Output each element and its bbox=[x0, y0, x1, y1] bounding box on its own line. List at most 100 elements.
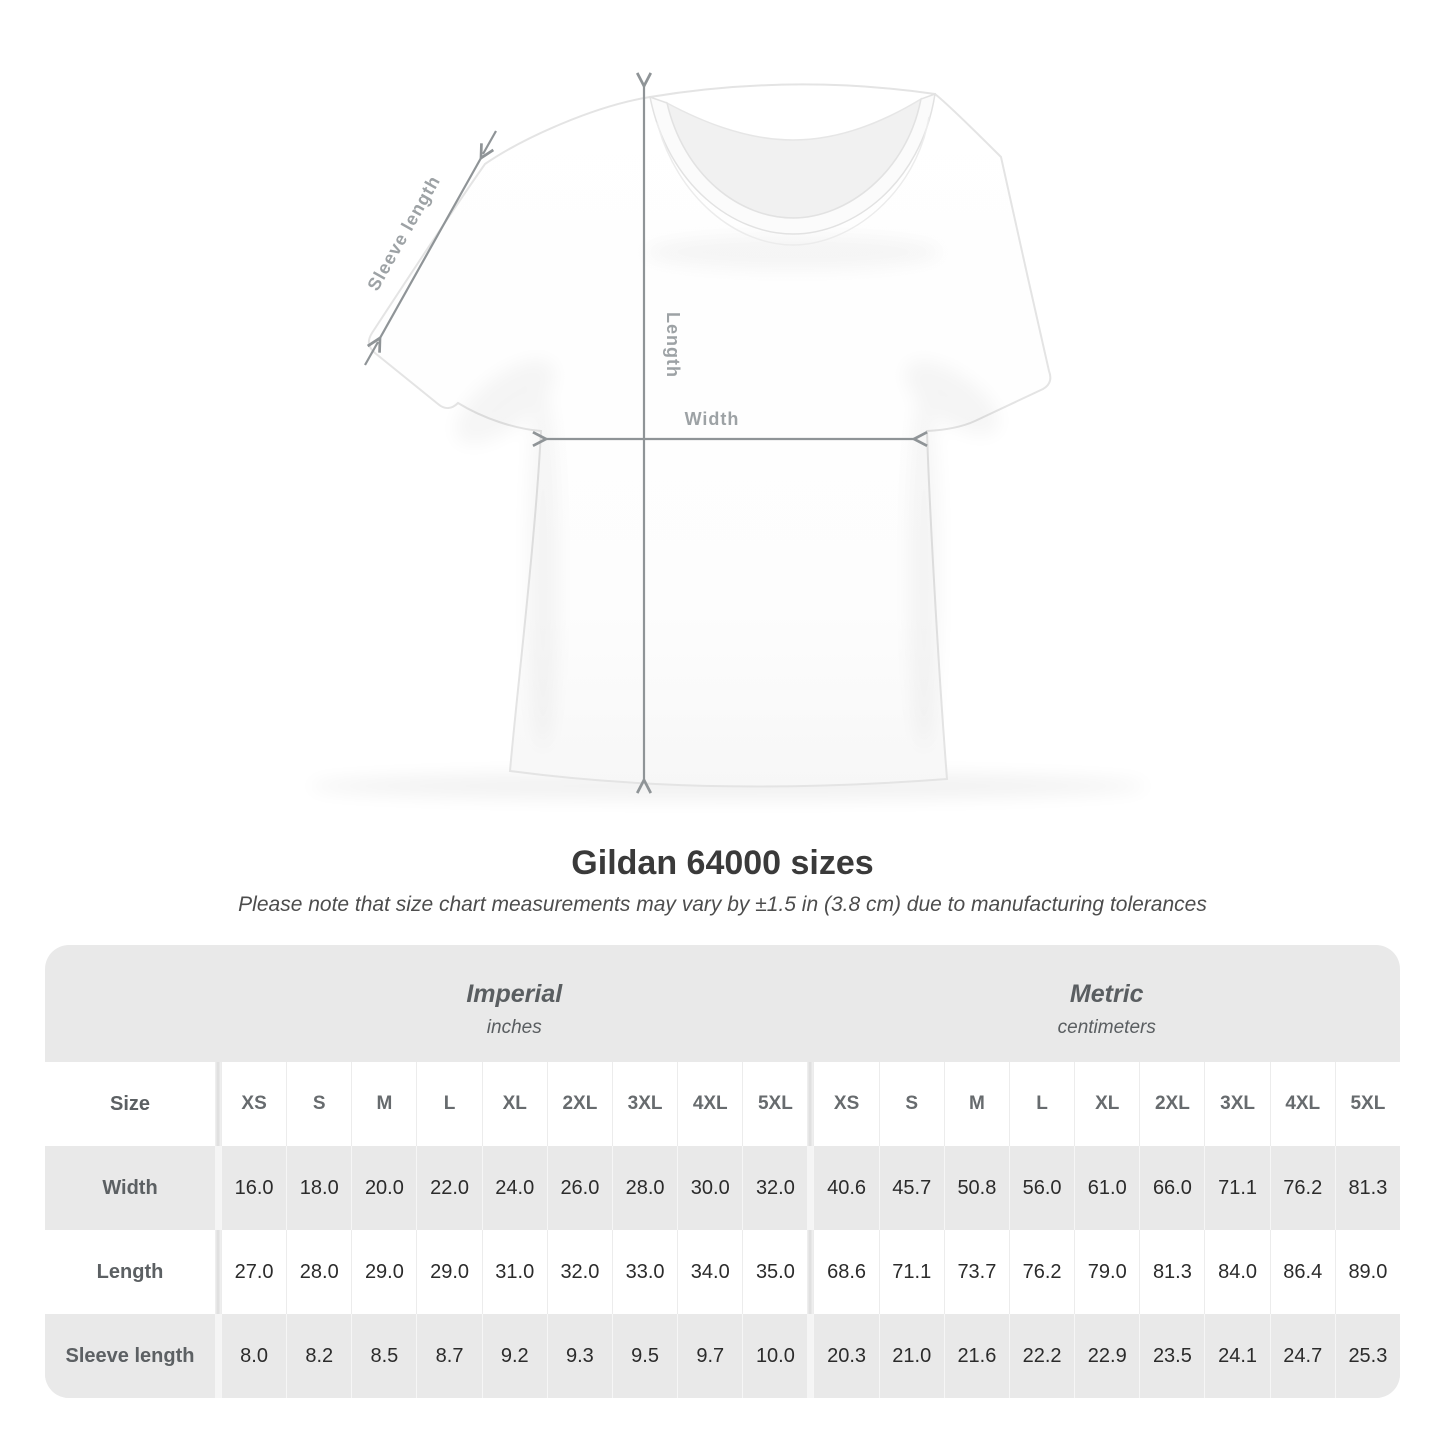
measure-cell: 22.2 bbox=[1008, 1314, 1074, 1398]
measure-cell: 34.0 bbox=[677, 1230, 742, 1314]
size-col-header: XL bbox=[1074, 1062, 1139, 1146]
measure-cell: 73.7 bbox=[943, 1230, 1009, 1314]
measure-cell: 79.0 bbox=[1074, 1230, 1139, 1314]
measure-cell: 8.2 bbox=[286, 1314, 351, 1398]
unit-header-metric: Metric centimeters bbox=[814, 945, 1401, 1068]
measure-cell: 29.0 bbox=[351, 1230, 416, 1314]
measure-cell: 33.0 bbox=[611, 1230, 677, 1314]
measure-cell: 32.0 bbox=[546, 1230, 612, 1314]
measure-cell: 22.9 bbox=[1074, 1314, 1139, 1398]
size-table: Imperial inches Metric centimeters Size … bbox=[45, 945, 1400, 1398]
measure-cell: 8.0 bbox=[221, 1314, 286, 1398]
measure-cell: 21.0 bbox=[878, 1314, 944, 1398]
unit-header-imperial: Imperial inches bbox=[221, 945, 808, 1068]
size-col-header: 3XL bbox=[1204, 1062, 1269, 1146]
measure-cell: 20.0 bbox=[351, 1146, 416, 1230]
measure-cell: 28.0 bbox=[286, 1230, 351, 1314]
size-col-header: S bbox=[286, 1062, 351, 1146]
column-divider bbox=[807, 1314, 814, 1398]
measure-cell: 8.7 bbox=[416, 1314, 481, 1398]
imperial-title: Imperial bbox=[466, 980, 563, 1008]
measure-cell: 76.2 bbox=[1008, 1230, 1074, 1314]
measure-cell: 27.0 bbox=[221, 1230, 286, 1314]
row-label: Sleeve length bbox=[65, 1344, 195, 1367]
length-label: Length bbox=[663, 312, 683, 378]
measure-cell: 8.5 bbox=[351, 1314, 416, 1398]
table-row-width: Width 16.0 18.0 20.0 22.0 24.0 26.0 28.0… bbox=[45, 1146, 1400, 1230]
column-divider bbox=[215, 1062, 221, 1146]
imperial-unit: inches bbox=[486, 1017, 542, 1038]
size-col-header: 4XL bbox=[1269, 1062, 1335, 1146]
size-col-header: XS bbox=[221, 1062, 286, 1146]
measure-cell: 31.0 bbox=[481, 1230, 547, 1314]
measure-cell: 23.5 bbox=[1139, 1314, 1204, 1398]
size-col-header: XS bbox=[813, 1062, 878, 1146]
measure-cell: 24.0 bbox=[481, 1146, 547, 1230]
sleeve-length-arrow bbox=[364, 130, 497, 366]
measure-cell: 21.6 bbox=[943, 1314, 1009, 1398]
measure-cell: 86.4 bbox=[1269, 1230, 1335, 1314]
measure-cell: 9.2 bbox=[481, 1314, 547, 1398]
measure-cell: 24.1 bbox=[1204, 1314, 1269, 1398]
width-label: Width bbox=[685, 409, 740, 429]
tshirt-measurement-diagram: Sleeve length Length Width bbox=[308, 72, 1148, 800]
measure-cell: 50.8 bbox=[943, 1146, 1009, 1230]
measure-cell: 71.1 bbox=[1204, 1146, 1269, 1230]
table-corner bbox=[45, 945, 215, 1062]
size-header-label: Size bbox=[109, 1092, 151, 1115]
collar bbox=[649, 92, 936, 246]
measure-cell: 68.6 bbox=[813, 1230, 878, 1314]
size-col-header: 2XL bbox=[1139, 1062, 1204, 1146]
unit-header-row: Imperial inches Metric centimeters bbox=[45, 945, 1400, 1062]
measure-cell: 16.0 bbox=[221, 1146, 286, 1230]
size-col-header: 5XL bbox=[742, 1062, 807, 1146]
size-col-header: M bbox=[351, 1062, 416, 1146]
measure-cell: 84.0 bbox=[1204, 1230, 1269, 1314]
size-col-header: L bbox=[416, 1062, 481, 1146]
size-col-header: L bbox=[1008, 1062, 1074, 1146]
measure-cell: 45.7 bbox=[878, 1146, 944, 1230]
measure-cell: 20.3 bbox=[813, 1314, 878, 1398]
size-col-header: 2XL bbox=[546, 1062, 612, 1146]
measure-cell: 22.0 bbox=[416, 1146, 481, 1230]
size-col-header: M bbox=[943, 1062, 1009, 1146]
column-divider bbox=[807, 1230, 814, 1314]
measure-cell: 24.7 bbox=[1269, 1314, 1335, 1398]
measure-cell: 25.3 bbox=[1334, 1314, 1400, 1398]
metric-title: Metric bbox=[1069, 980, 1144, 1008]
measure-cell: 32.0 bbox=[742, 1146, 807, 1230]
measure-cell: 81.3 bbox=[1139, 1230, 1204, 1314]
measure-cell: 81.3 bbox=[1334, 1146, 1400, 1230]
measure-cell: 56.0 bbox=[1008, 1146, 1074, 1230]
column-divider bbox=[215, 1314, 221, 1398]
measure-cell: 10.0 bbox=[742, 1314, 807, 1398]
measure-cell: 61.0 bbox=[1074, 1146, 1139, 1230]
measure-cell: 35.0 bbox=[742, 1230, 807, 1314]
size-col-header: S bbox=[878, 1062, 944, 1146]
column-divider bbox=[215, 1146, 221, 1230]
size-col-header: 3XL bbox=[611, 1062, 677, 1146]
measure-cell: 18.0 bbox=[286, 1146, 351, 1230]
row-label: Width bbox=[102, 1176, 158, 1199]
size-col-header: 4XL bbox=[677, 1062, 742, 1146]
size-header-row: Size XS S M L XL 2XL 3XL 4XL 5XL XS S M … bbox=[45, 1062, 1400, 1146]
measure-cell: 89.0 bbox=[1334, 1230, 1400, 1314]
measure-cell: 28.0 bbox=[611, 1146, 677, 1230]
measure-cell: 71.1 bbox=[878, 1230, 944, 1314]
column-divider bbox=[215, 1230, 221, 1314]
row-label: Length bbox=[96, 1260, 164, 1283]
table-row-length: Length 27.0 28.0 29.0 29.0 31.0 32.0 33.… bbox=[45, 1230, 1400, 1314]
column-divider bbox=[807, 1062, 814, 1146]
measure-cell: 9.3 bbox=[546, 1314, 612, 1398]
metric-unit: centimeters bbox=[1057, 1017, 1156, 1038]
column-divider bbox=[807, 1146, 814, 1230]
measure-cell: 9.5 bbox=[611, 1314, 677, 1398]
measure-cell: 66.0 bbox=[1139, 1146, 1204, 1230]
measure-cell: 26.0 bbox=[546, 1146, 612, 1230]
size-col-header: XL bbox=[481, 1062, 547, 1146]
page-title: Gildan 64000 sizes bbox=[571, 844, 874, 882]
measure-cell: 40.6 bbox=[813, 1146, 878, 1230]
size-col-header: 5XL bbox=[1334, 1062, 1400, 1146]
page-subtitle: Please note that size chart measurements… bbox=[238, 893, 1207, 916]
